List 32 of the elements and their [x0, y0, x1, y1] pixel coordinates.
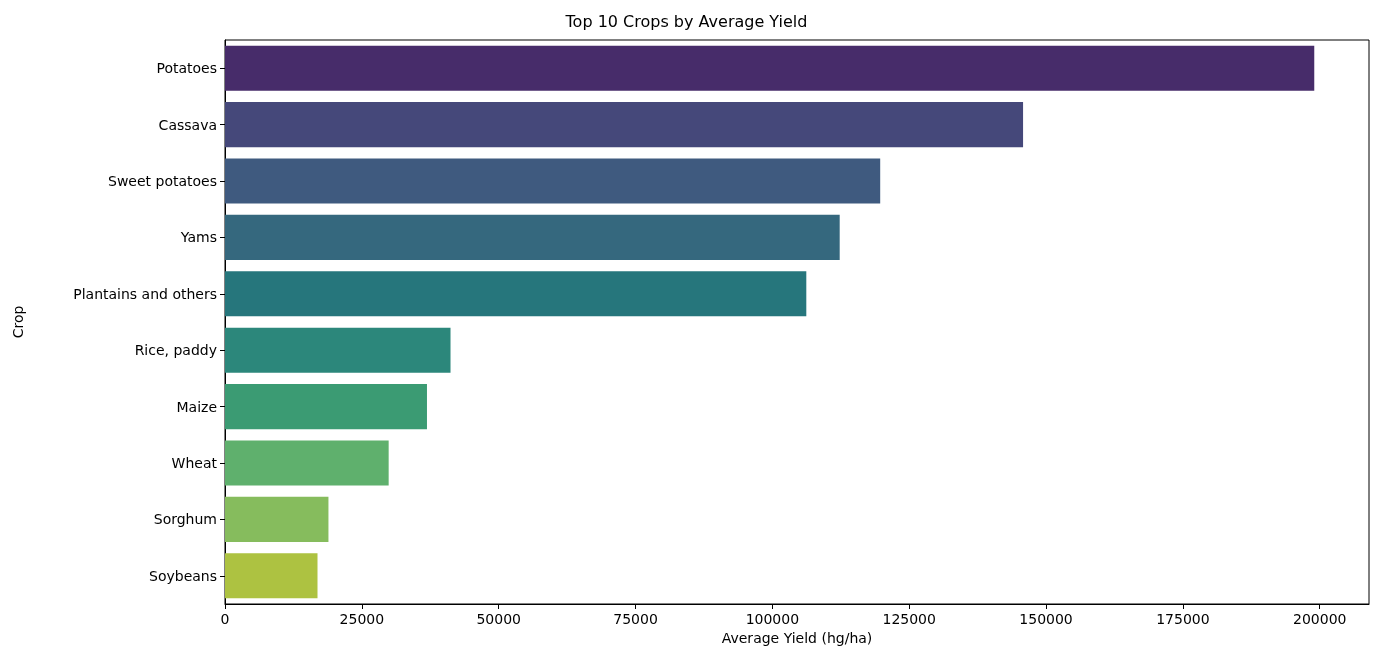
x-axis-title: Average Yield (hg/ha) [721, 629, 873, 646]
y-tick-label: Cassava [158, 116, 217, 133]
bar [225, 214, 840, 260]
y-tick-label: Maize [176, 398, 217, 415]
x-tick-label: 25000 [339, 611, 385, 627]
x-tick-label: 200000 [1293, 611, 1347, 627]
bar [225, 102, 1024, 148]
y-tick-label: Sorghum [153, 511, 217, 528]
y-axis-title: Crop [10, 305, 26, 339]
y-tick-label: Plantains and others [73, 285, 217, 302]
bar [225, 45, 1315, 91]
bar [225, 271, 807, 317]
y-tick-label: Rice, paddy [134, 342, 217, 359]
chart-title: Top 10 Crops by Average Yield [564, 11, 808, 31]
x-tick-label: 150000 [1019, 611, 1073, 627]
y-tick-label: Soybeans [149, 567, 217, 584]
bar [225, 496, 329, 542]
x-tick-label: 0 [220, 611, 230, 627]
x-tick-label: 100000 [745, 611, 800, 627]
bar [225, 327, 451, 373]
bar [225, 384, 427, 430]
y-tick-label: Wheat [171, 455, 218, 471]
y-tick-label: Yams [179, 229, 217, 246]
bar [225, 440, 389, 486]
x-tick-label: 75000 [613, 611, 658, 627]
y-tick-label: Potatoes [156, 60, 217, 77]
x-tick-label: 125000 [882, 611, 936, 627]
x-tick-label: 175000 [1156, 611, 1210, 627]
x-tick-label: 50000 [476, 611, 521, 627]
y-tick-label: Sweet potatoes [108, 173, 217, 189]
bar [225, 553, 318, 599]
bar [225, 158, 881, 204]
